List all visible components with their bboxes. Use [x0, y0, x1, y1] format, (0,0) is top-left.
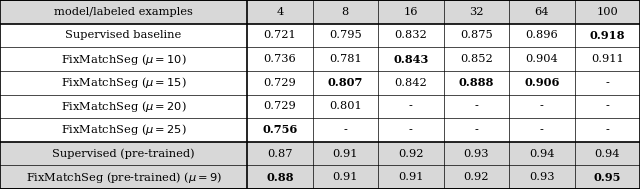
- Text: 0.91: 0.91: [333, 172, 358, 182]
- Text: -: -: [409, 125, 413, 135]
- Text: -: -: [474, 125, 478, 135]
- Text: -: -: [540, 101, 544, 111]
- Text: Supervised (pre-trained): Supervised (pre-trained): [52, 148, 195, 159]
- Text: 0.756: 0.756: [262, 124, 298, 136]
- Text: 0.795: 0.795: [329, 30, 362, 40]
- Text: 0.918: 0.918: [589, 30, 625, 41]
- Text: 32: 32: [469, 7, 484, 17]
- Text: 0.736: 0.736: [264, 54, 296, 64]
- Text: 0.92: 0.92: [398, 149, 424, 159]
- Text: 0.843: 0.843: [393, 53, 429, 65]
- Text: FixMatchSeg ($\mu = 10$): FixMatchSeg ($\mu = 10$): [61, 52, 186, 67]
- Text: 0.832: 0.832: [394, 30, 428, 40]
- Text: 0.729: 0.729: [264, 78, 296, 88]
- Text: 0.807: 0.807: [328, 77, 363, 88]
- Text: 0.875: 0.875: [460, 30, 493, 40]
- Text: 0.801: 0.801: [329, 101, 362, 111]
- Text: 0.88: 0.88: [266, 172, 294, 183]
- Text: 0.91: 0.91: [333, 149, 358, 159]
- Text: 0.842: 0.842: [394, 78, 428, 88]
- Text: FixMatchSeg ($\mu = 20$): FixMatchSeg ($\mu = 20$): [61, 99, 186, 114]
- Text: 8: 8: [342, 7, 349, 17]
- Text: 0.888: 0.888: [459, 77, 494, 88]
- Text: 0.904: 0.904: [525, 54, 558, 64]
- Bar: [0, 0, 640, 24]
- Text: -: -: [540, 125, 544, 135]
- Text: 0.781: 0.781: [329, 54, 362, 64]
- Text: 0.93: 0.93: [529, 172, 554, 182]
- Text: 0.896: 0.896: [525, 30, 558, 40]
- Text: FixMatchSeg (pre-trained) ($\mu = 9$): FixMatchSeg (pre-trained) ($\mu = 9$): [26, 170, 221, 185]
- Text: 0.92: 0.92: [463, 172, 489, 182]
- Text: FixMatchSeg ($\mu = 15$): FixMatchSeg ($\mu = 15$): [61, 75, 186, 90]
- Text: 0.94: 0.94: [529, 149, 554, 159]
- Text: 0.906: 0.906: [524, 77, 559, 88]
- Text: 64: 64: [534, 7, 549, 17]
- Text: Supervised baseline: Supervised baseline: [65, 30, 182, 40]
- Text: 0.95: 0.95: [593, 172, 621, 183]
- Text: model/labeled examples: model/labeled examples: [54, 7, 193, 17]
- Bar: [0, 165, 640, 189]
- Text: 0.87: 0.87: [267, 149, 292, 159]
- Text: -: -: [605, 125, 609, 135]
- Text: 0.94: 0.94: [595, 149, 620, 159]
- Text: 0.721: 0.721: [264, 30, 296, 40]
- Text: 4: 4: [276, 7, 284, 17]
- Text: -: -: [605, 101, 609, 111]
- Text: 0.93: 0.93: [463, 149, 489, 159]
- Text: 0.911: 0.911: [591, 54, 623, 64]
- Text: -: -: [409, 101, 413, 111]
- Text: 0.852: 0.852: [460, 54, 493, 64]
- Text: 100: 100: [596, 7, 618, 17]
- Text: -: -: [605, 78, 609, 88]
- Text: 0.729: 0.729: [264, 101, 296, 111]
- Text: -: -: [474, 101, 478, 111]
- Text: 0.91: 0.91: [398, 172, 424, 182]
- Bar: [0, 142, 640, 165]
- Text: -: -: [344, 125, 348, 135]
- Text: FixMatchSeg ($\mu = 25$): FixMatchSeg ($\mu = 25$): [61, 122, 186, 137]
- Text: 16: 16: [404, 7, 418, 17]
